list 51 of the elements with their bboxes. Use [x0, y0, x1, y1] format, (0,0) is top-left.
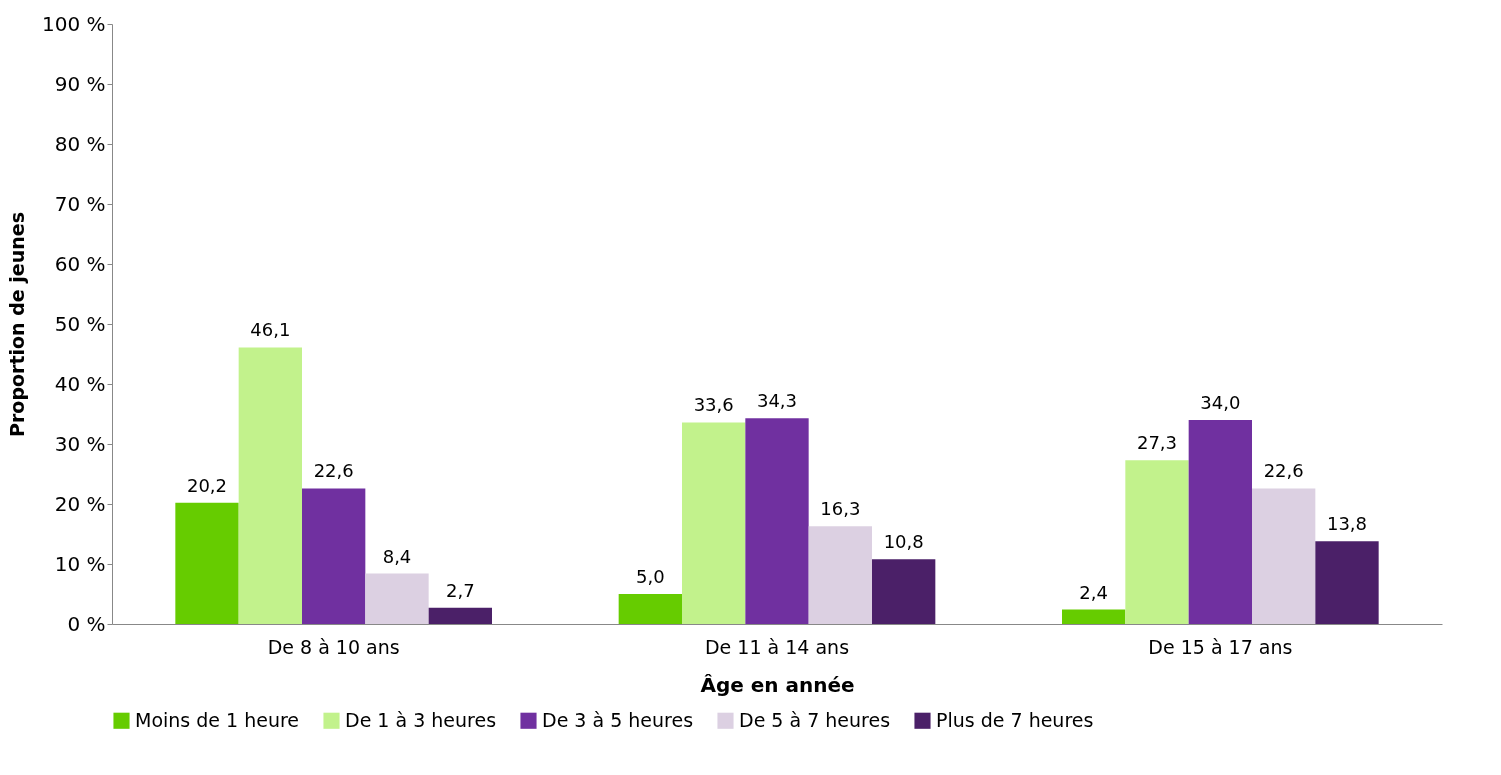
bar — [238, 347, 302, 624]
bar — [872, 559, 936, 624]
bar — [1062, 609, 1126, 624]
legend-label: Moins de 1 heure — [135, 708, 300, 731]
bar — [428, 607, 492, 624]
y-tick-label: 0 % — [67, 611, 106, 636]
y-tick-label: 70 % — [54, 191, 106, 216]
y-tick-label: 50 % — [54, 311, 106, 336]
text: 2,4 — [1079, 581, 1108, 603]
y-tick-label: 100 % — [41, 11, 106, 36]
text: 46,1 — [250, 319, 291, 341]
bar — [365, 573, 429, 624]
y-tick-label: 60 % — [54, 251, 106, 276]
y-tick-label: 30 % — [54, 431, 106, 456]
legend-label: De 3 à 5 heures — [542, 708, 694, 731]
text: 20,2 — [186, 474, 228, 496]
text: 13,8 — [1326, 513, 1368, 535]
y-tick-label: 40 % — [54, 371, 106, 396]
bar — [618, 594, 682, 624]
text: 8,4 — [382, 545, 412, 567]
bar — [808, 526, 872, 624]
bar — [1188, 420, 1252, 624]
text: 22,6 — [313, 460, 354, 482]
legend-label: De 5 à 7 heures — [739, 708, 891, 731]
y-tick-label: 10 % — [54, 551, 106, 576]
text: 2,7 — [446, 579, 475, 601]
x-tick-label: De 15 à 17 ans — [1148, 635, 1293, 658]
bar — [302, 488, 366, 624]
legend-label: Plus de 7 heures — [936, 708, 1094, 731]
legend-label: De 1 à 3 heures — [345, 708, 497, 731]
text: 16,3 — [820, 498, 861, 520]
text: 22,6 — [1263, 460, 1304, 482]
text: 10,8 — [883, 531, 924, 553]
bar — [1252, 488, 1316, 624]
y-tick-label: 80 % — [54, 131, 106, 156]
text: 33,6 — [693, 394, 734, 416]
x-tick-label: De 11 à 14 ans — [704, 635, 850, 658]
y-tick-label: 90 % — [54, 71, 106, 96]
x-tick-label: De 8 à 10 ans — [267, 635, 400, 658]
x-axis-title: Âge en année — [700, 672, 855, 697]
text: 34,3 — [756, 390, 798, 412]
bar — [682, 422, 746, 624]
bar — [745, 418, 809, 624]
text: 5,0 — [636, 566, 665, 587]
y-axis-title: Proportion de jeunes — [5, 212, 28, 437]
bar — [1315, 541, 1379, 624]
y-tick-label: 20 % — [54, 491, 106, 516]
text: 34,0 — [1200, 392, 1241, 413]
bar — [175, 502, 239, 624]
text: 27,3 — [1136, 432, 1178, 454]
bar — [1125, 460, 1189, 624]
